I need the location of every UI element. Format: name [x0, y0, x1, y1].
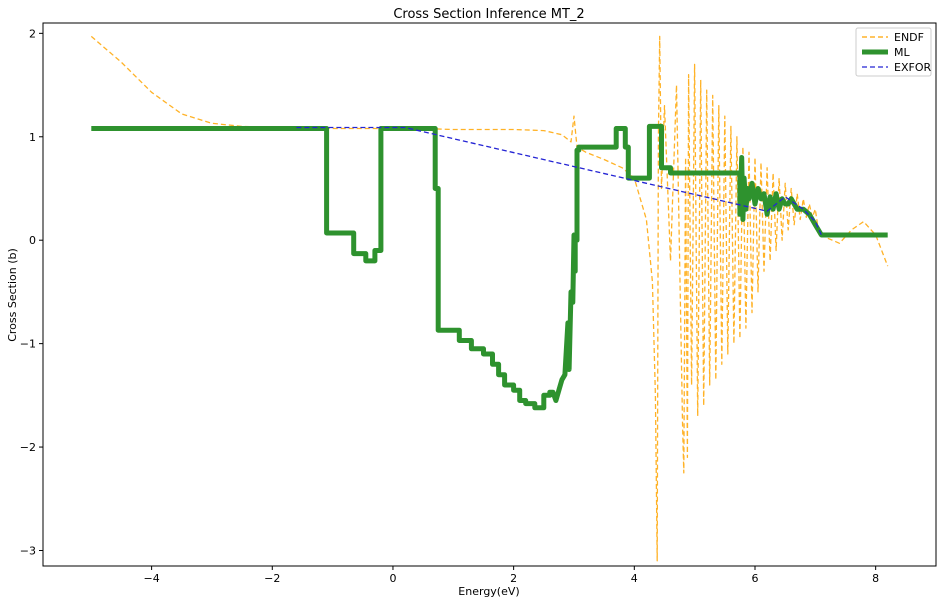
legend: ENDF ML EXFOR: [856, 28, 931, 76]
x-tick-label: 6: [751, 572, 758, 585]
x-tick-label: 0: [389, 572, 396, 585]
legend-label-ml: ML: [894, 46, 910, 59]
legend-label-endf: ENDF: [894, 31, 924, 44]
x-tick-label: 8: [872, 572, 879, 585]
x-tick-label: −2: [264, 572, 280, 585]
y-tick-label: 1: [29, 131, 36, 144]
y-tick-label: −2: [20, 441, 36, 454]
y-tick-label: −3: [20, 544, 36, 557]
y-tick-label: −1: [20, 338, 36, 351]
x-axis-title: Energy(eV): [458, 585, 519, 598]
chart-title: Cross Section Inference MT_2: [393, 7, 584, 22]
x-tick-label: 2: [510, 572, 517, 585]
y-axis-title: Cross Section (b): [6, 248, 19, 342]
y-tick-label: 0: [29, 234, 36, 247]
x-tick-label: −4: [143, 572, 159, 585]
legend-label-exfor: EXFOR: [894, 61, 931, 74]
y-tick-label: 2: [29, 27, 36, 40]
x-tick-label: 4: [631, 572, 638, 585]
